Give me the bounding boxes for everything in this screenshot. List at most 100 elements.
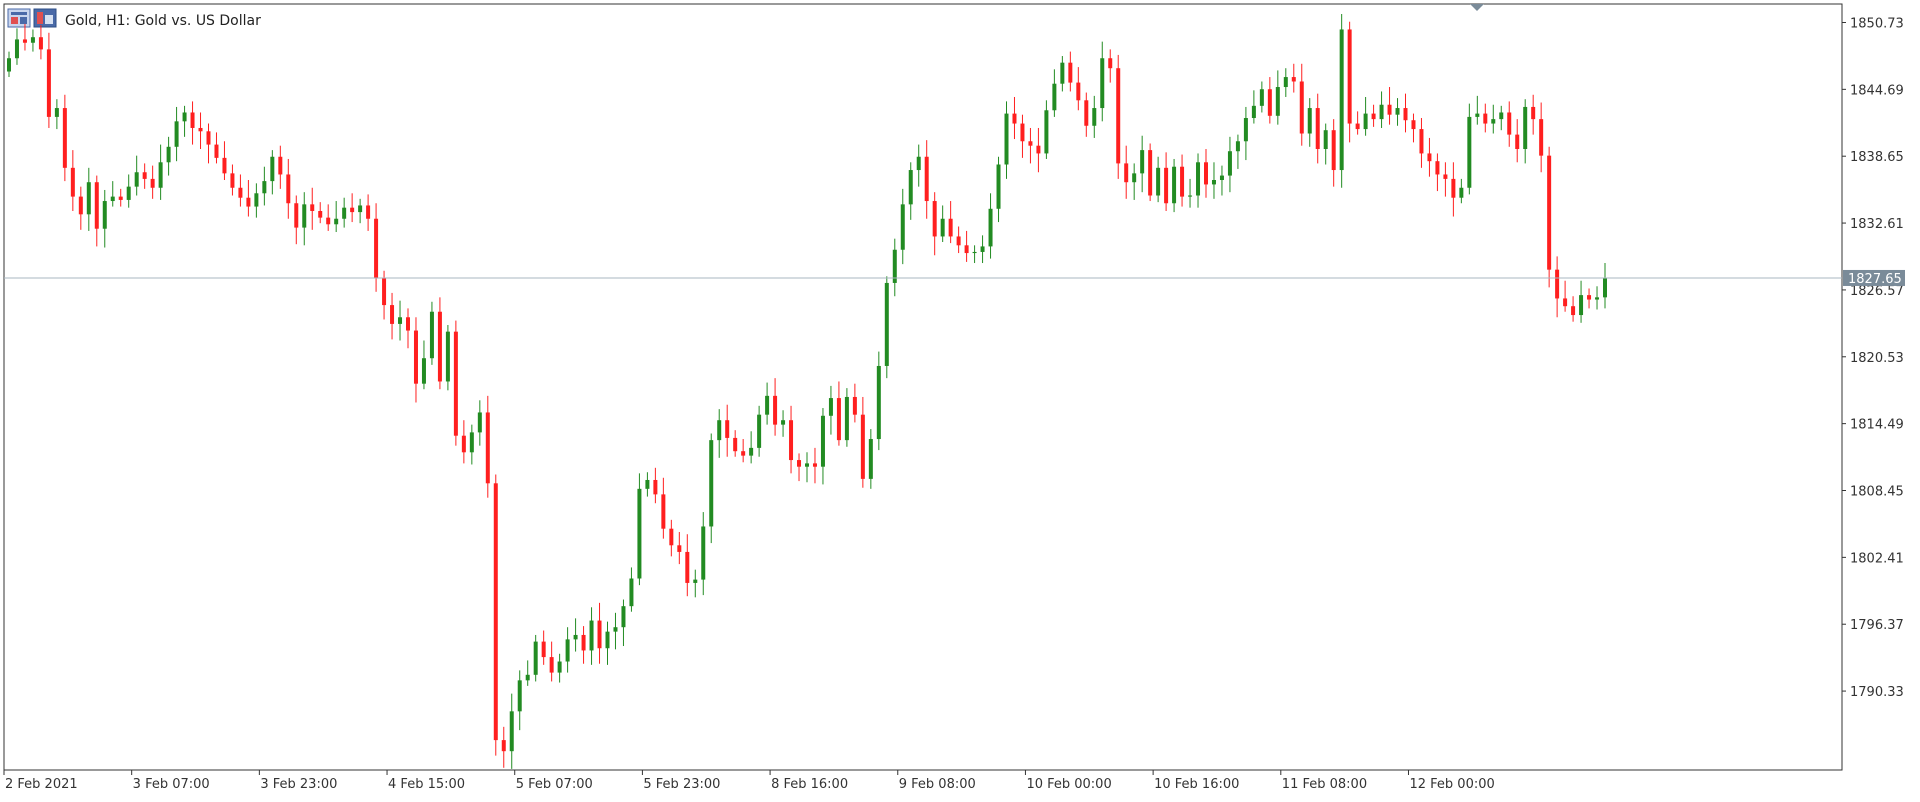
candle[interactable] [158, 144, 163, 200]
candle[interactable] [828, 385, 833, 435]
candle[interactable] [406, 308, 410, 349]
candle[interactable] [1387, 87, 1392, 125]
candle[interactable] [1379, 91, 1384, 128]
candle[interactable] [1451, 162, 1456, 217]
candle[interactable] [1124, 145, 1129, 199]
candle[interactable] [1004, 101, 1009, 179]
candle[interactable] [150, 165, 155, 199]
candle[interactable] [110, 181, 115, 207]
candle[interactable] [1587, 288, 1592, 309]
candle[interactable] [1275, 70, 1280, 125]
candle[interactable] [1291, 63, 1296, 93]
candle[interactable] [1363, 96, 1368, 136]
candle[interactable] [1603, 263, 1607, 309]
candle[interactable] [1459, 178, 1464, 204]
candle[interactable] [964, 230, 969, 262]
candle[interactable] [685, 534, 690, 597]
candle[interactable] [294, 195, 299, 245]
candle[interactable] [453, 320, 458, 446]
candle[interactable] [517, 670, 522, 731]
candle[interactable] [932, 192, 937, 256]
candle[interactable] [78, 186, 83, 230]
candle[interactable] [948, 201, 953, 244]
candle[interactable] [374, 203, 379, 292]
candle[interactable] [996, 156, 1001, 223]
candle[interactable] [350, 193, 355, 223]
candle[interactable] [310, 187, 315, 230]
candle[interactable] [1523, 99, 1528, 164]
candle[interactable] [1467, 103, 1472, 195]
candle[interactable] [749, 431, 754, 464]
candle[interactable] [429, 301, 434, 365]
candle[interactable] [1156, 156, 1161, 203]
candle[interactable] [1204, 149, 1208, 198]
candle[interactable] [286, 158, 291, 219]
candle[interactable] [214, 132, 219, 164]
candle[interactable] [900, 188, 905, 265]
candle[interactable] [22, 23, 27, 51]
candle[interactable] [701, 512, 706, 596]
candle[interactable] [254, 183, 259, 218]
candle[interactable] [14, 28, 19, 65]
candle[interactable] [876, 351, 881, 451]
candle[interactable] [581, 626, 586, 664]
candle[interactable] [1571, 296, 1576, 322]
candle[interactable] [1092, 95, 1097, 138]
candle[interactable] [908, 162, 913, 220]
candle[interactable] [445, 325, 450, 391]
candle[interactable] [717, 409, 722, 458]
candle[interactable] [1235, 134, 1240, 169]
candle[interactable] [1196, 153, 1201, 208]
candle[interactable] [1443, 162, 1448, 197]
candle[interactable] [198, 112, 203, 150]
candle[interactable] [709, 433, 714, 544]
candle[interactable] [1012, 96, 1017, 140]
candle[interactable] [142, 163, 147, 189]
candle[interactable] [1539, 102, 1544, 173]
candle[interactable] [1491, 104, 1496, 134]
candle[interactable] [222, 141, 227, 181]
candle[interactable] [38, 25, 43, 60]
candle[interactable] [206, 123, 211, 164]
candle[interactable] [1419, 118, 1424, 168]
candle[interactable] [661, 477, 666, 539]
candle[interactable] [86, 167, 91, 231]
candle[interactable] [892, 238, 897, 297]
candle[interactable] [302, 192, 307, 246]
candle[interactable] [493, 474, 498, 756]
candle[interactable] [477, 400, 482, 446]
candle[interactable] [509, 693, 514, 769]
candle[interactable] [334, 201, 339, 233]
candle[interactable] [1251, 90, 1256, 124]
candle[interactable] [1020, 114, 1025, 158]
candle[interactable] [549, 641, 554, 682]
candle[interactable] [246, 180, 251, 217]
chart-shift-marker[interactable] [1470, 4, 1484, 11]
candle[interactable] [469, 424, 474, 465]
candle[interactable] [533, 634, 538, 682]
candle[interactable] [421, 340, 426, 390]
candle[interactable] [1347, 21, 1352, 143]
candle[interactable] [398, 300, 403, 341]
candle[interactable] [1579, 280, 1584, 323]
candle[interactable] [382, 270, 387, 320]
candle[interactable] [1547, 146, 1552, 288]
candle[interactable] [924, 140, 929, 219]
candle[interactable] [437, 297, 442, 390]
candle[interactable] [7, 51, 11, 78]
candle[interactable] [366, 194, 371, 231]
candle[interactable] [230, 164, 235, 196]
candle[interactable] [645, 472, 650, 497]
candle[interactable] [1555, 256, 1560, 318]
candle[interactable] [884, 276, 889, 379]
candle[interactable] [557, 653, 562, 683]
candle[interactable] [1243, 106, 1248, 161]
candle[interactable] [1076, 67, 1081, 111]
candle[interactable] [270, 150, 275, 195]
candle[interactable] [1219, 165, 1224, 196]
candle[interactable] [1515, 119, 1520, 163]
candle[interactable] [1315, 93, 1320, 164]
candle[interactable] [182, 105, 187, 137]
candle[interactable] [1331, 119, 1336, 187]
candle[interactable] [940, 205, 945, 242]
